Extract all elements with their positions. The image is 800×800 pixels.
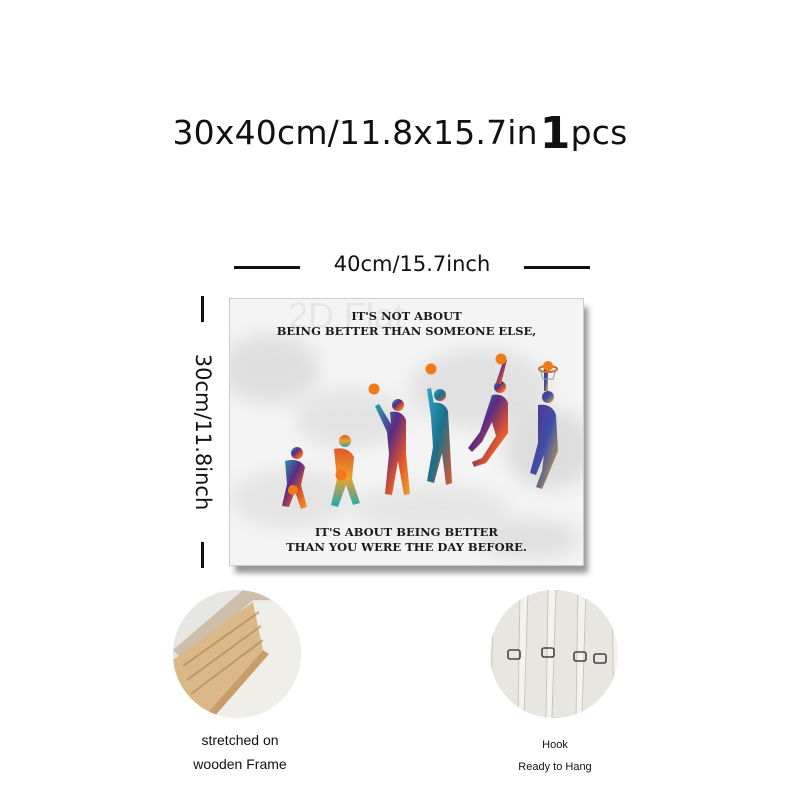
hook-caption-line-1: Hook <box>542 739 568 751</box>
ball-1 <box>288 485 298 495</box>
height-line-bottom <box>201 542 204 568</box>
smoke-background <box>230 334 583 559</box>
wooden-frame-icon <box>173 590 301 718</box>
width-label: 40cm/15.7inch <box>333 252 491 276</box>
ball-3 <box>368 383 380 395</box>
watermark: 2D Flat <box>288 298 405 336</box>
player-1 <box>282 447 307 509</box>
ball-4 <box>425 363 437 375</box>
height-line-top <box>201 296 204 322</box>
quote-bottom: IT'S ABOUT BEING BETTER THAN YOU WERE TH… <box>230 525 583 555</box>
player-2 <box>331 435 360 507</box>
player-6 <box>530 369 558 489</box>
quote-top-line-1: IT'S NOT ABOUT <box>351 309 462 323</box>
size-text: 30x40cm/11.8x15.7in <box>172 113 538 152</box>
width-line-right <box>524 266 590 269</box>
quote-top: IT'S NOT ABOUT BEING BETTER THAN SOMEONE… <box>230 309 583 339</box>
quote-bottom-line-1: IT'S ABOUT BEING BETTER <box>315 525 498 539</box>
quantity-unit: pcs <box>570 113 628 152</box>
hook-caption-line-2: Ready to Hang <box>518 761 592 773</box>
ball-5 <box>495 353 507 365</box>
poster-canvas: 2D Flat IT'S NOT ABOUT BEING BETTER THAN… <box>229 298 584 566</box>
player-3 <box>375 399 410 495</box>
width-dimension: 40cm/15.7inch <box>234 250 590 284</box>
basketball-player-silhouettes <box>282 353 558 509</box>
hook-icon <box>490 590 618 718</box>
height-dimension: 30cm/11.8inch <box>186 296 220 568</box>
height-label: 30cm/11.8inch <box>191 353 215 511</box>
wooden-frame-photo <box>173 590 301 718</box>
hook-caption: Hook Ready to Hang <box>480 734 630 778</box>
hook-photo <box>490 590 618 718</box>
quote-bottom-line-2: THAN YOU WERE THE DAY BEFORE. <box>286 540 527 554</box>
quote-top-line-2: BEING BETTER THAN SOMEONE ELSE, <box>276 324 537 338</box>
frame-caption-line-2: wooden Frame <box>193 756 287 772</box>
frame-caption: stretched on wooden Frame <box>160 728 320 776</box>
player-5 <box>468 359 508 467</box>
player-4 <box>427 388 452 485</box>
ball-2 <box>335 469 347 481</box>
product-size-title: 30x40cm/11.8x15.7in1pcs <box>0 108 800 159</box>
width-line-left <box>234 266 300 269</box>
quantity-number: 1 <box>539 108 571 159</box>
frame-caption-line-1: stretched on <box>201 732 279 748</box>
ball-6 <box>543 361 553 371</box>
